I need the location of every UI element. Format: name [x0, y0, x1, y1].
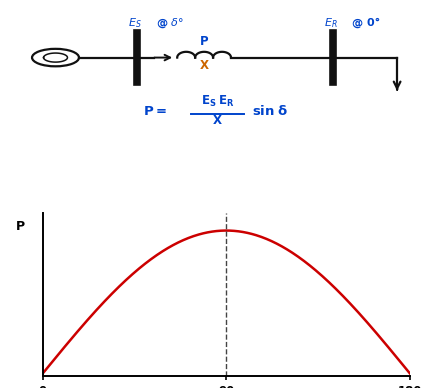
Text: $\mathbf{X}$: $\mathbf{X}$ [198, 59, 209, 72]
Text: $E_R$: $E_R$ [323, 16, 337, 29]
Text: $\mathbf{sin\;\delta}$: $\mathbf{sin\;\delta}$ [251, 104, 287, 118]
Text: @ 0°: @ 0° [351, 17, 380, 28]
Text: $\mathbf{P}$: $\mathbf{P}$ [199, 35, 209, 48]
Text: $\mathbf{P}$$\mathbf{ = }$: $\mathbf{P}$$\mathbf{ = }$ [142, 105, 166, 118]
Text: @ $\delta°$: @ $\delta°$ [155, 16, 184, 30]
Y-axis label: P: P [16, 220, 25, 233]
Text: $E_S$: $E_S$ [127, 16, 141, 29]
Text: $\mathbf{E_S\;E_R}$: $\mathbf{E_S\;E_R}$ [200, 94, 234, 109]
Text: $\mathbf{X}$: $\mathbf{X}$ [212, 114, 223, 127]
